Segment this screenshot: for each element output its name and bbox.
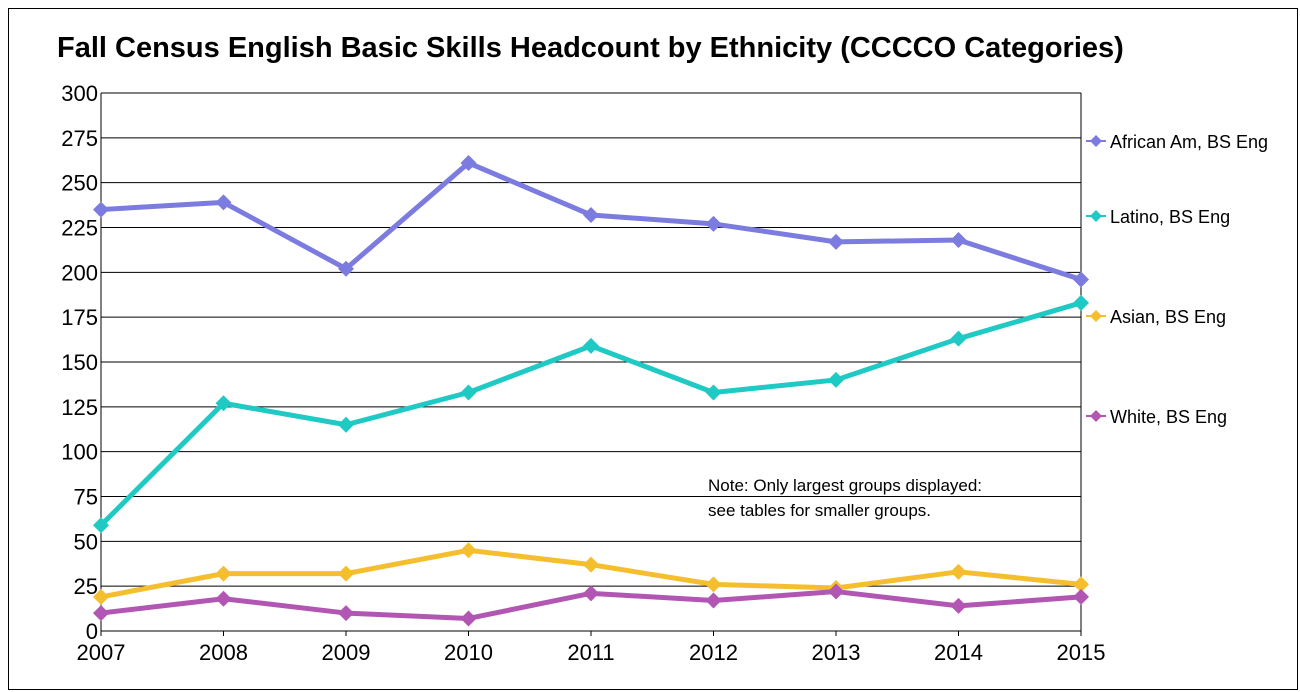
data-point-african-am-bs-eng-2015	[1073, 271, 1089, 288]
series-white-bs-eng	[93, 583, 1089, 627]
legend-marker-asian-bs-eng	[1090, 310, 1102, 322]
series-group	[93, 154, 1089, 627]
data-point-african-am-bs-eng-2014	[950, 232, 967, 249]
data-point-latino-bs-eng-2007	[93, 517, 109, 534]
x-tick-label-2007: 2007	[77, 640, 126, 665]
data-point-white-bs-eng-2010	[460, 610, 477, 627]
x-tick-label-2011: 2011	[567, 640, 614, 665]
legend-label-african-am-bs-eng: African Am, BS Eng	[1110, 132, 1268, 152]
y-tick-label-225: 225	[61, 216, 98, 241]
y-tick-label-300: 300	[61, 81, 98, 106]
chart-title: Fall Census English Basic Skills Headcou…	[57, 32, 1124, 64]
data-point-african-am-bs-eng-2012	[705, 215, 722, 232]
y-tick-label-50: 50	[74, 529, 98, 554]
y-tick-label-25: 25	[74, 574, 98, 599]
data-point-asian-bs-eng-2009	[338, 565, 354, 582]
data-point-white-bs-eng-2008	[215, 590, 232, 607]
y-tick-label-75: 75	[74, 485, 98, 510]
legend: African Am, BS Eng Latino, BS Eng Asian, B…	[1086, 132, 1268, 427]
data-point-asian-bs-eng-2012	[705, 576, 722, 593]
x-tick-label-2014: 2014	[934, 640, 983, 665]
grid-lines	[101, 92, 1081, 587]
legend-marker-white-bs-eng	[1090, 410, 1102, 422]
data-point-latino-bs-eng-2013	[828, 371, 844, 388]
data-point-white-bs-eng-2009	[338, 605, 354, 622]
y-tick-label-125: 125	[61, 395, 98, 420]
x-tick-label-2008: 2008	[199, 640, 248, 665]
data-point-white-bs-eng-2011	[583, 585, 599, 602]
data-point-latino-bs-eng-2012	[705, 384, 722, 401]
x-tick-label-2013: 2013	[812, 640, 861, 665]
y-tick-label-100: 100	[61, 440, 98, 465]
y-tick-label-250: 250	[61, 171, 98, 196]
note-line-2: see tables for smaller groups.	[708, 501, 931, 520]
series-african-am-bs-eng	[93, 154, 1089, 288]
series-latino-bs-eng	[93, 294, 1089, 534]
legend-marker-african-am-bs-eng	[1090, 135, 1102, 147]
x-tick-label-2009: 2009	[322, 640, 371, 665]
data-point-latino-bs-eng-2014	[950, 330, 967, 347]
data-point-latino-bs-eng-2010	[460, 384, 477, 401]
data-point-asian-bs-eng-2011	[583, 556, 599, 573]
data-point-asian-bs-eng-2014	[950, 563, 967, 580]
note-line-1: Note: Only largest groups displayed:	[708, 476, 982, 495]
data-point-asian-bs-eng-2007	[93, 588, 109, 605]
data-point-white-bs-eng-2012	[705, 592, 722, 609]
data-point-latino-bs-eng-2009	[338, 416, 354, 433]
series-asian-bs-eng	[93, 542, 1089, 605]
x-tick-labels: 2007 2008 2009 2010 2011 2012 2013 2014 2015	[77, 640, 1106, 665]
x-tick-label-2012: 2012	[689, 640, 738, 665]
data-point-african-am-bs-eng-2011	[583, 206, 599, 223]
data-point-african-am-bs-eng-2013	[828, 233, 844, 250]
data-point-asian-bs-eng-2015	[1073, 576, 1089, 593]
y-tick-label-150: 150	[61, 350, 98, 375]
legend-label-latino-bs-eng: Latino, BS Eng	[1110, 207, 1230, 227]
y-tick-label-200: 200	[61, 260, 98, 285]
data-point-asian-bs-eng-2010	[460, 542, 477, 559]
data-point-latino-bs-eng-2008	[215, 395, 232, 412]
y-tick-label-175: 175	[61, 305, 98, 330]
y-tick-label-0: 0	[86, 619, 98, 644]
data-point-white-bs-eng-2014	[950, 597, 967, 614]
data-point-white-bs-eng-2015	[1073, 588, 1089, 605]
axes	[100, 93, 1082, 636]
data-point-latino-bs-eng-2015	[1073, 294, 1089, 311]
data-point-latino-bs-eng-2011	[583, 337, 599, 354]
x-tick-label-2010: 2010	[444, 640, 493, 665]
y-tick-labels: 0 25 50 75 100 125 150 175 200 225 250 275 300	[61, 81, 98, 644]
x-tick-label-2015: 2015	[1057, 640, 1106, 665]
data-point-white-bs-eng-2007	[93, 605, 109, 622]
y-tick-label-275: 275	[61, 126, 98, 151]
data-point-african-am-bs-eng-2008	[215, 194, 232, 211]
data-point-african-am-bs-eng-2007	[93, 201, 109, 218]
legend-label-asian-bs-eng: Asian, BS Eng	[1110, 307, 1226, 327]
legend-label-white-bs-eng: White, BS Eng	[1110, 407, 1227, 427]
data-point-asian-bs-eng-2008	[215, 565, 232, 582]
data-point-african-am-bs-eng-2010	[460, 154, 477, 171]
data-point-white-bs-eng-2013	[828, 583, 844, 600]
data-point-african-am-bs-eng-2009	[338, 260, 354, 277]
legend-marker-latino-bs-eng	[1090, 210, 1102, 222]
